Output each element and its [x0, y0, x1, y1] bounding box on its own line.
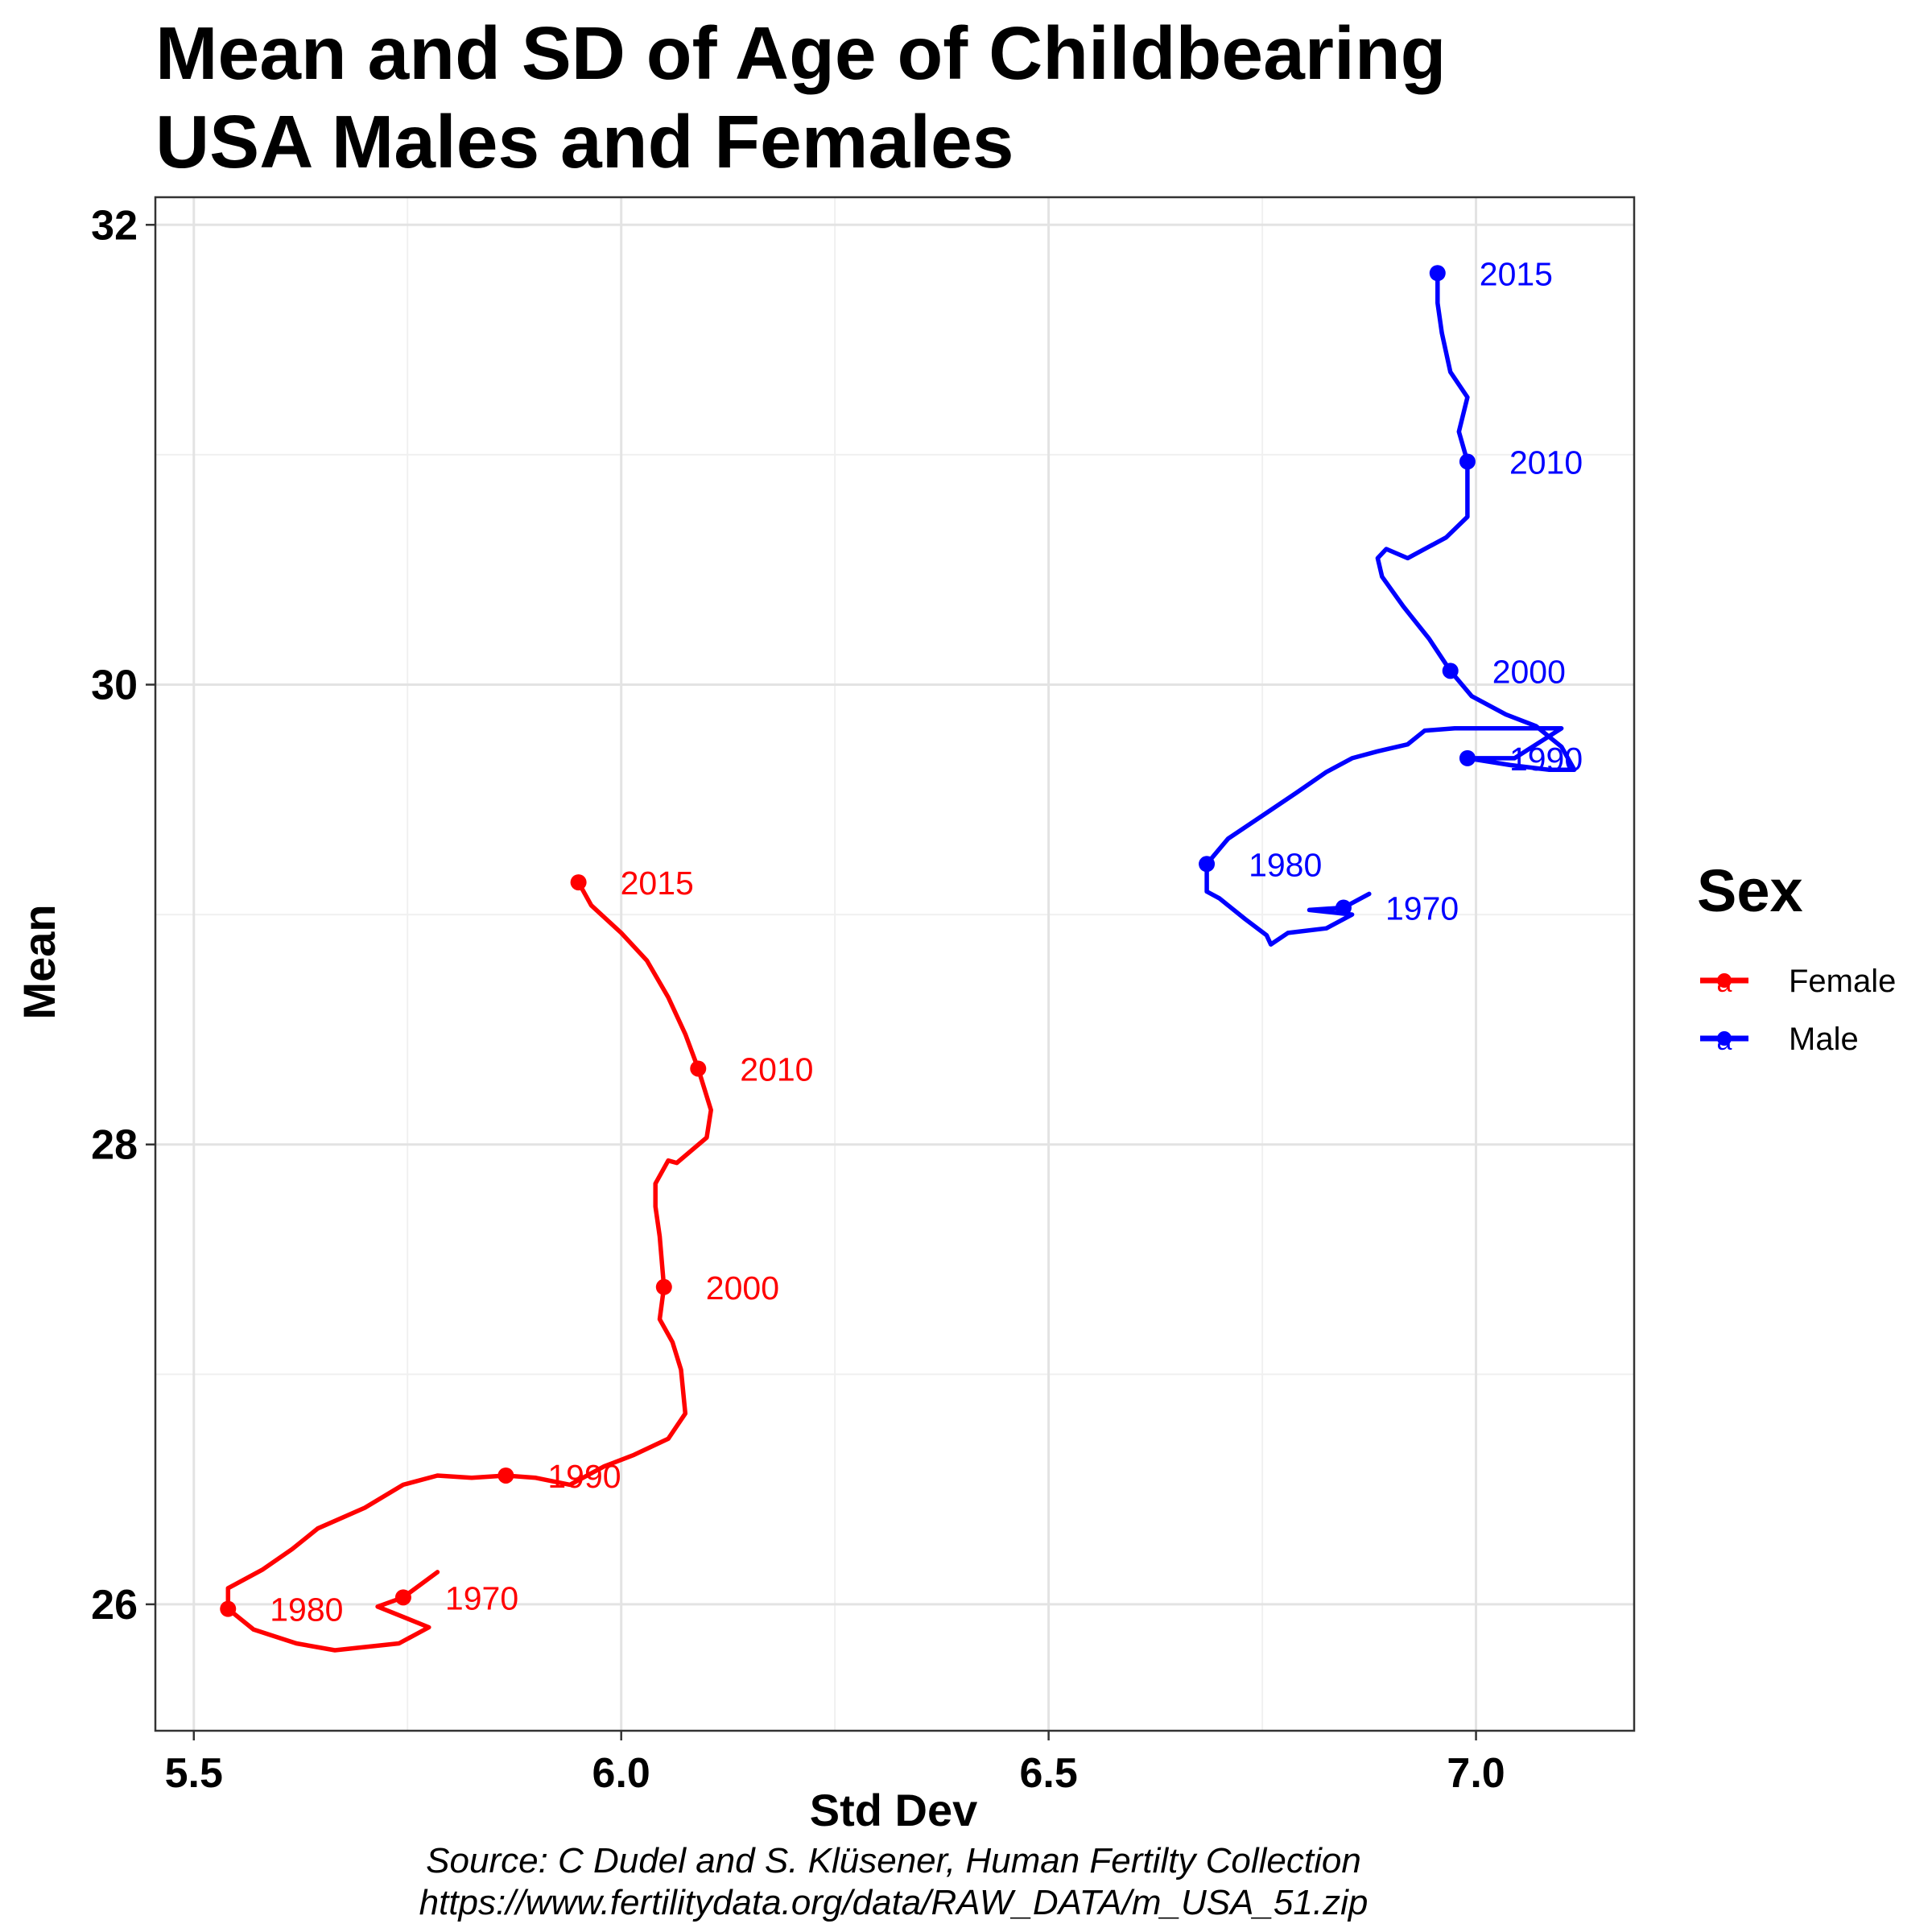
- y-tick-label: 30: [91, 662, 138, 708]
- year-label-male-2000: 2000: [1492, 653, 1566, 690]
- legend-key-glyph-female: a: [1717, 968, 1732, 998]
- data-point-female-1970: [394, 1589, 411, 1606]
- legend-key-point-female: [1717, 973, 1732, 988]
- data-point-male-2000: [1442, 663, 1459, 679]
- plot-panel-background: [155, 197, 1634, 1731]
- legend-key-glyph-male: a: [1717, 1026, 1732, 1056]
- y-tick-label: 32: [91, 202, 138, 249]
- x-tick-label: 7.0: [1447, 1750, 1505, 1797]
- year-label-female-2000: 2000: [706, 1269, 779, 1307]
- legend-label-male: Male: [1789, 1022, 1859, 1057]
- year-label-female-1990: 1990: [547, 1458, 621, 1495]
- legend-title: Sex: [1697, 857, 1803, 924]
- chart-title-line1: Mean and SD of Age of Childbearing: [155, 11, 1446, 95]
- series-line-female: [225, 880, 713, 1653]
- x-axis-title: Std Dev: [810, 1785, 978, 1835]
- x-tick-label: 5.5: [165, 1750, 223, 1797]
- data-point-male-2015: [1429, 265, 1446, 282]
- legend-item-male: a Male: [1700, 1022, 1859, 1057]
- y-tick-label: 26: [91, 1582, 138, 1629]
- y-tick-label: 28: [91, 1122, 138, 1169]
- source-caption-line2: https://www.fertilitydata.org/data/RAW_D…: [419, 1883, 1368, 1922]
- year-label-female-1970: 1970: [445, 1579, 518, 1616]
- plot-panel-border: [154, 196, 1636, 1732]
- chart-title-line2: USA Males and Females: [155, 100, 1013, 184]
- source-caption-line1: Source: C Dudel and S. Klüsener, Human F…: [426, 1841, 1361, 1880]
- legend-label-female: Female: [1789, 964, 1896, 999]
- data-point-male-2010: [1459, 453, 1476, 470]
- data-point-female-2010: [690, 1060, 707, 1077]
- legend-key-point-male: [1717, 1031, 1732, 1046]
- year-label-male-1980: 1980: [1249, 846, 1322, 883]
- y-axis-title: Mean: [14, 904, 64, 1019]
- legend-item-female: a Female: [1700, 964, 1896, 999]
- plot-area: 1970 1980 1990 2000 2010 2015 1970 1980 1990 2000…: [91, 196, 1636, 1797]
- year-label-female-2015: 2015: [621, 865, 694, 902]
- x-tick-label: 6.0: [592, 1750, 650, 1797]
- data-point-female-1990: [497, 1467, 514, 1484]
- data-point-female-1980: [220, 1600, 237, 1617]
- x-tick-label: 6.5: [1019, 1750, 1077, 1797]
- data-point-male-1970: [1335, 899, 1352, 916]
- data-point-female-2000: [655, 1278, 672, 1295]
- data-point-female-2015: [570, 874, 587, 891]
- year-label-male-2015: 2015: [1480, 255, 1553, 292]
- data-point-male-1990: [1459, 749, 1476, 766]
- year-label-female-1980: 1980: [270, 1591, 343, 1629]
- year-label-male-2010: 2010: [1509, 444, 1583, 481]
- legend: Sex a Female a Male: [1697, 857, 1896, 1057]
- year-label-male-1970: 1970: [1385, 890, 1459, 927]
- data-point-male-1980: [1199, 856, 1216, 873]
- year-label-male-1990: 1990: [1509, 741, 1583, 778]
- year-label-female-2010: 2010: [740, 1051, 813, 1088]
